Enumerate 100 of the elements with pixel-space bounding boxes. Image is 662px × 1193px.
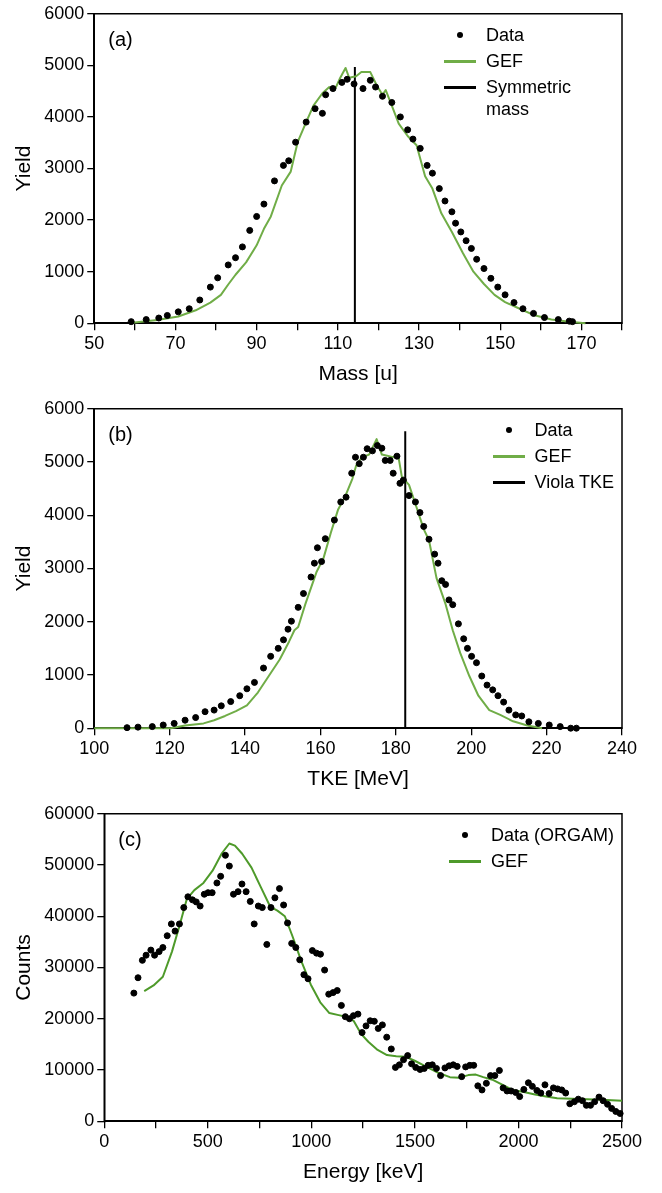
point <box>292 138 300 146</box>
x-tick-label: 2500 <box>601 1130 643 1151</box>
annotation: (c) <box>118 827 142 851</box>
point <box>372 83 380 91</box>
point <box>260 200 268 208</box>
y-tick-label: 0 <box>74 312 85 333</box>
point <box>285 157 293 165</box>
x-tick-label: 0 <box>99 1130 110 1151</box>
point <box>480 265 488 273</box>
x-tick-label: 200 <box>456 737 487 758</box>
point <box>214 274 222 282</box>
point <box>494 283 502 291</box>
x-tick-label: 220 <box>531 737 562 758</box>
y-tick-label: 0 <box>74 717 85 738</box>
point <box>196 296 204 304</box>
point <box>473 255 481 263</box>
point <box>462 237 470 245</box>
y-tick-label: 50000 <box>44 854 95 874</box>
x-tick-label: 1500 <box>394 1130 435 1151</box>
x-tick-label: 180 <box>380 737 411 758</box>
x-tick-label: 1000 <box>291 1130 332 1151</box>
point <box>155 314 163 322</box>
point <box>174 308 182 316</box>
point <box>343 75 351 83</box>
point <box>457 228 465 236</box>
point <box>253 212 261 220</box>
x-tick-label: 170 <box>566 332 597 353</box>
point <box>441 197 449 205</box>
legend-label: GEF <box>490 849 528 872</box>
legend-label: Viola TKE <box>534 470 614 493</box>
point <box>435 185 443 193</box>
point <box>409 135 417 143</box>
point <box>142 316 150 324</box>
x-tick-label: 2000 <box>498 1130 539 1151</box>
y-tick-label: 3000 <box>44 557 85 578</box>
point <box>540 314 548 322</box>
point <box>350 80 358 88</box>
legend-label: GEF <box>486 49 524 72</box>
point <box>322 91 330 99</box>
x-tick-label: 120 <box>154 737 185 758</box>
x-tick-label: 130 <box>403 332 435 353</box>
y-tick-label: 1000 <box>44 260 85 281</box>
y-tick-label: 5000 <box>44 451 85 471</box>
point <box>302 118 310 126</box>
point <box>279 161 287 169</box>
x-axis-title: Energy [keV] <box>303 1159 424 1183</box>
point <box>467 244 475 252</box>
x-tick-label: 500 <box>192 1130 223 1151</box>
y-tick-label: 2000 <box>44 610 85 631</box>
x-axis-title: Mass [u] <box>318 361 398 385</box>
x-tick-label: 110 <box>323 332 353 353</box>
x-tick-label: 140 <box>230 737 261 758</box>
y-axis-title: Yield <box>11 145 35 192</box>
point <box>127 318 135 326</box>
point <box>388 99 396 106</box>
x-tick-label: 100 <box>79 737 110 758</box>
y-tick-label: 30000 <box>44 956 95 977</box>
x-tick-label: 160 <box>305 737 336 758</box>
point <box>270 177 278 185</box>
legend-label: Data (ORGAM) <box>490 823 614 846</box>
point <box>311 105 319 113</box>
x-tick-label: 150 <box>485 332 516 353</box>
point <box>404 126 412 134</box>
point <box>366 76 374 84</box>
y-tick-label: 2000 <box>44 209 85 230</box>
legend-label: Symmetric mass <box>486 75 572 120</box>
point <box>232 254 240 262</box>
annotation: (a) <box>108 27 133 51</box>
point <box>163 311 171 319</box>
y-axis-title: Yield <box>11 545 35 592</box>
y-tick-label: 6000 <box>44 397 85 418</box>
x-tick-label: 240 <box>606 737 638 758</box>
y-tick-label: 20000 <box>44 1007 95 1028</box>
x-axis-title: TKE [MeV] <box>307 766 409 790</box>
y-tick-label: 5000 <box>44 54 85 75</box>
y-tick-label: 0 <box>84 1110 95 1131</box>
point <box>428 169 436 177</box>
y-tick-label: 40000 <box>44 905 95 926</box>
x-tick-label: 70 <box>165 332 186 353</box>
point <box>318 109 326 117</box>
y-tick-label: 1000 <box>44 663 85 684</box>
x-tick-label: 50 <box>84 332 105 353</box>
point <box>185 305 193 313</box>
point <box>530 309 537 317</box>
point <box>510 299 518 307</box>
point <box>452 219 460 227</box>
point <box>238 243 246 251</box>
point <box>246 226 254 234</box>
x-tick-label: 90 <box>246 332 267 353</box>
legend-label: Data <box>486 23 525 46</box>
point <box>206 283 214 291</box>
point <box>448 208 456 216</box>
point <box>487 274 495 282</box>
point <box>359 85 367 93</box>
point <box>224 261 232 269</box>
y-tick-label: 10000 <box>44 1058 95 1079</box>
y-tick-label: 3000 <box>44 157 85 178</box>
y-axis-title: Counts <box>11 934 35 1001</box>
legend-label: GEF <box>534 444 572 467</box>
point <box>378 92 386 100</box>
